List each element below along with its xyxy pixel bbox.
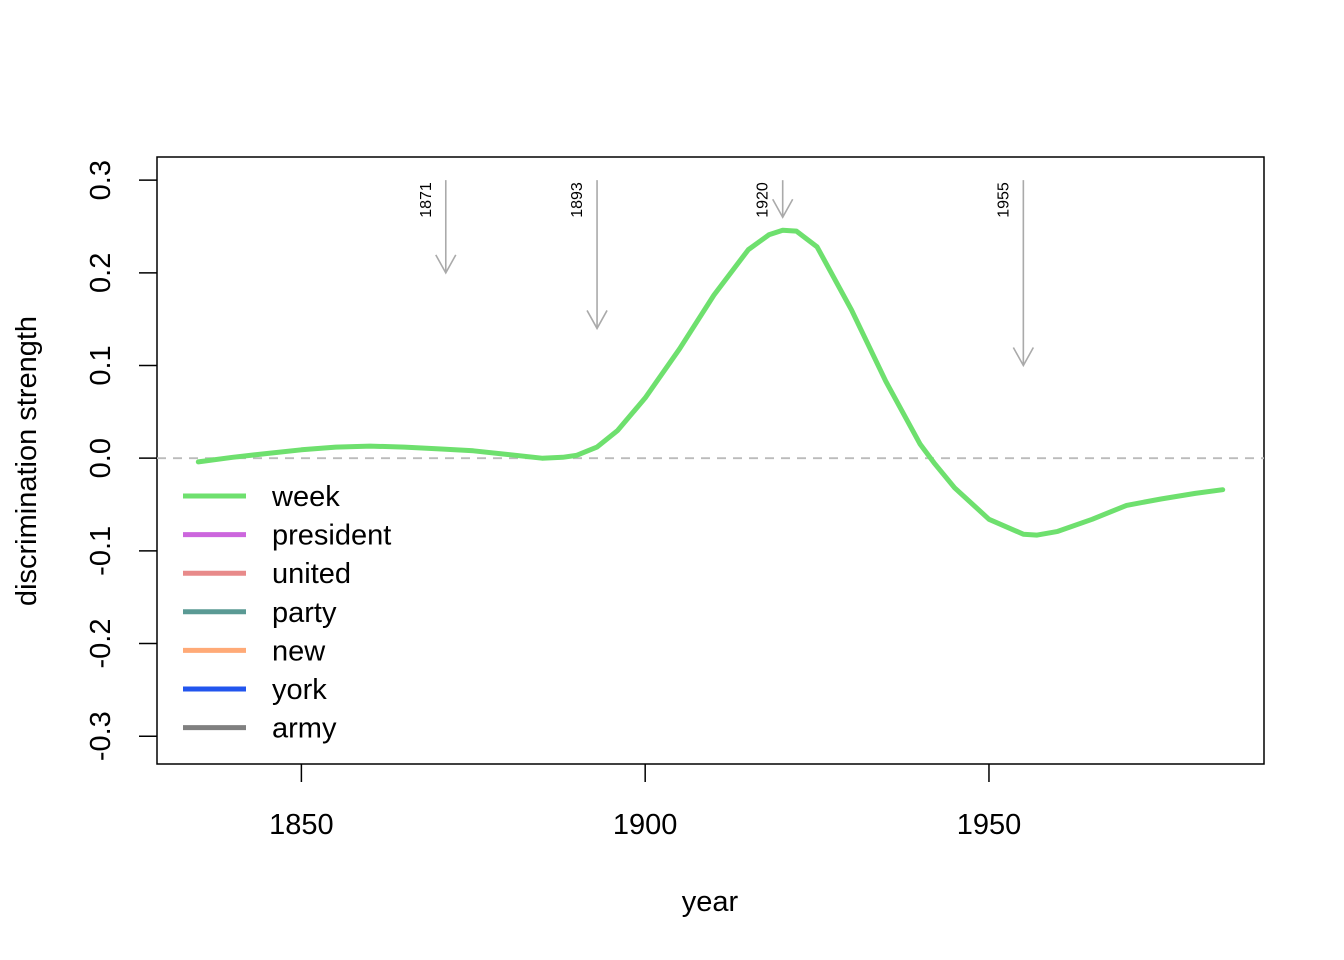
legend-label: new	[272, 635, 326, 667]
legend-label: president	[272, 520, 391, 552]
legend-label: week	[271, 481, 340, 513]
annotation-label: 1955	[995, 182, 1012, 218]
legend-label: army	[272, 713, 337, 745]
annotations: 1871 1893 1920 1955	[418, 180, 1035, 368]
y-tick-label: -0.3	[85, 711, 117, 761]
y-tick-label: -0.2	[85, 619, 117, 669]
legend-entry-united: united	[183, 558, 351, 590]
y-axis: -0.3 -0.2 -0.1 0.0 0.1 0.2 0.3	[85, 160, 157, 761]
y-tick-label: -0.1	[85, 526, 117, 576]
y-tick-label: 0.2	[85, 253, 117, 293]
plot-frame	[156, 156, 1265, 765]
legend-label: united	[272, 558, 351, 590]
arrow-head	[1012, 347, 1035, 368]
arrow-head	[586, 310, 608, 331]
series-group	[195, 227, 1226, 538]
arrow-head	[435, 254, 457, 275]
x-tick-label: 1850	[269, 809, 334, 841]
y-tick-label: 0.1	[85, 345, 117, 385]
annotation-arrow: 1871	[418, 180, 457, 275]
x-tick-label: 1900	[613, 809, 678, 841]
x-tick-label: 1950	[957, 809, 1022, 841]
legend-entry-army: army	[183, 713, 337, 745]
annotation-label: 1893	[569, 182, 586, 218]
annotation-label: 1871	[418, 182, 435, 218]
legend-label: york	[272, 674, 327, 706]
arrow-head	[771, 198, 794, 219]
annotation-arrow: 1955	[995, 180, 1035, 368]
annotation-arrow: 1920	[755, 180, 794, 219]
x-axis: 1850 1900 1950	[269, 764, 1021, 841]
annotation-arrow: 1893	[569, 180, 608, 331]
y-tick-label: 0.3	[85, 160, 117, 200]
legend-entry-new: new	[183, 635, 326, 667]
series-line-week	[195, 227, 1226, 538]
y-tick-label: 0.0	[85, 438, 117, 478]
annotation-label: 1920	[755, 182, 772, 218]
legend-label: party	[272, 597, 337, 629]
y-axis-label: discrimination strength	[11, 316, 43, 606]
legend-entry-president: president	[183, 520, 391, 552]
legend: week president united party new york army	[183, 481, 391, 745]
x-axis-label: year	[682, 886, 739, 918]
legend-entry-york: york	[183, 674, 327, 706]
legend-entry-party: party	[183, 597, 337, 629]
legend-entry-week: week	[183, 481, 340, 513]
